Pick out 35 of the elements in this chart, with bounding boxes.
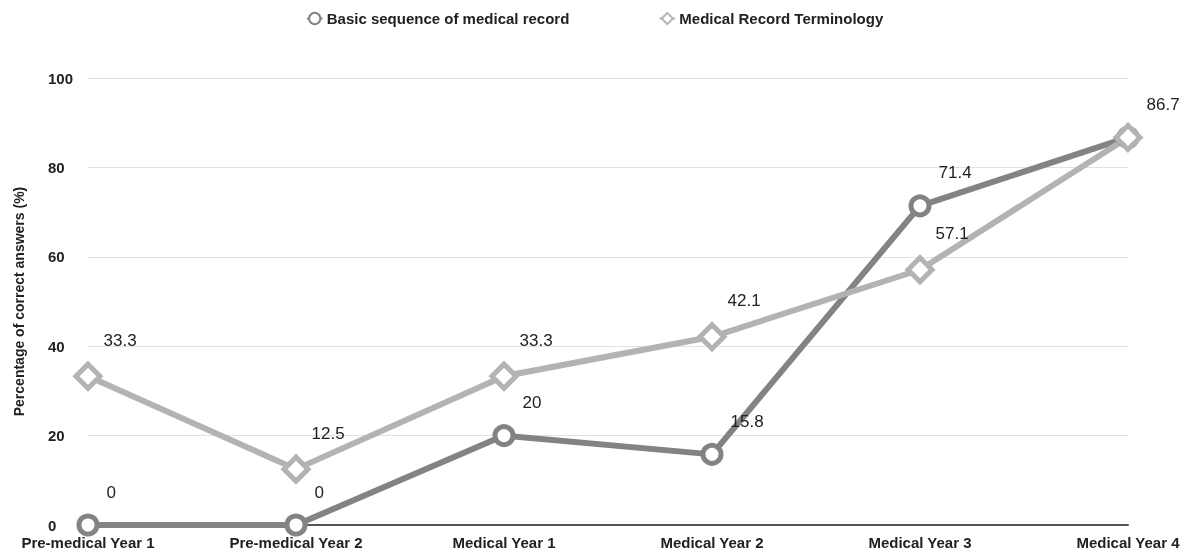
point [489,361,519,391]
data-label: 86.7 [1146,94,1180,114]
data-label: 12.5 [311,423,345,443]
point [700,442,724,466]
point [908,194,932,218]
x-tick-label: Medical Year 1 [452,534,556,551]
y-axis-title: Percentage of correct answers (%) [11,186,27,417]
point [492,424,516,448]
point [281,454,311,484]
data-label: 0 [106,482,116,502]
y-tick-label: 100 [48,69,74,87]
legend-label: Medical Record Terminology [679,10,884,27]
legend-label: Basic sequence of medical record [326,10,570,27]
y-tick-label: 20 [48,427,65,445]
data-label: 33.3 [519,330,553,350]
x-tick-label: Medical Year 3 [868,534,972,551]
data-label: 0 [314,482,324,502]
data-label: 42.1 [727,291,761,311]
x-tick-label: Medical Year 4 [1076,534,1181,551]
x-tick-label: Medical Year 2 [660,534,764,551]
data-label: 20 [522,393,542,413]
point [697,322,727,352]
y-tick-label: 60 [48,248,65,266]
y-tick-label: 40 [48,337,65,355]
point [284,513,308,537]
data-label: 71.4 [938,163,972,183]
y-tick-label: 80 [48,158,65,176]
x-tick-label: Pre-medical Year 1 [21,534,155,551]
point [905,255,935,285]
data-label: 33.3 [103,330,137,350]
x-tick-label: Pre-medical Year 2 [229,534,363,551]
data-label: 57.1 [935,224,969,244]
point [76,513,100,537]
point [73,361,103,391]
y-tick-label: 0 [48,516,57,534]
